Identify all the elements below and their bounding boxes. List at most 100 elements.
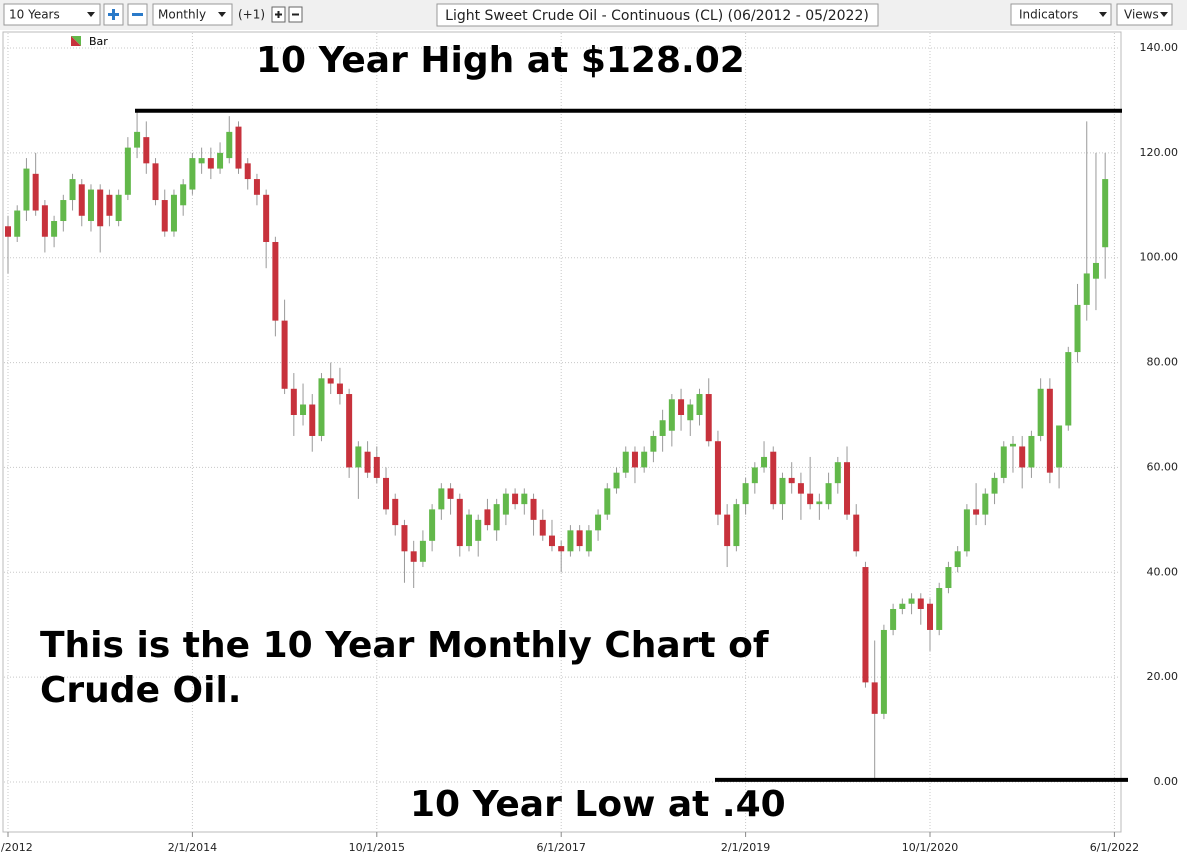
candle-body xyxy=(871,682,878,714)
candle-body xyxy=(364,451,371,473)
interval-select[interactable] xyxy=(152,3,233,26)
candle-body xyxy=(788,477,795,484)
candle-body xyxy=(834,462,841,484)
candle-body xyxy=(475,519,482,541)
x-tick-label: 2/1/2019 xyxy=(721,841,770,854)
candle-body xyxy=(170,194,177,232)
candle-body xyxy=(235,126,242,169)
candle-body xyxy=(585,530,592,552)
interval-label: Monthly xyxy=(158,8,206,22)
candle-body xyxy=(696,394,703,415)
candle-body xyxy=(714,441,721,515)
candle-body xyxy=(622,451,629,473)
candle-body xyxy=(927,603,933,630)
candle-body xyxy=(336,383,343,395)
candle-body xyxy=(78,184,85,216)
candle-body xyxy=(1092,262,1099,279)
candle-body xyxy=(493,504,500,531)
candle-body xyxy=(576,530,583,547)
x-tick-label: 6/1/2017 xyxy=(536,841,585,854)
candle-body xyxy=(87,189,94,222)
annotation-text: 10 Year Low at .40 xyxy=(410,784,786,825)
candle-body xyxy=(1019,446,1026,468)
candle-body xyxy=(521,493,528,505)
candle-body xyxy=(198,158,205,164)
range-select[interactable] xyxy=(3,3,101,26)
candle-body xyxy=(327,378,334,384)
range-label: 10 Years xyxy=(9,8,60,22)
views-label: Views xyxy=(1124,8,1159,22)
candle-body xyxy=(853,514,860,552)
candle-body xyxy=(447,488,454,499)
dropdown-arrow xyxy=(87,12,95,17)
candle-body xyxy=(300,404,307,415)
candle-body xyxy=(963,509,970,552)
y-tick-label: 60.00 xyxy=(1147,460,1179,473)
candle-body xyxy=(761,456,768,468)
candle-body xyxy=(226,131,233,159)
candle-body xyxy=(5,226,11,237)
candle-body xyxy=(945,567,952,589)
candle-body xyxy=(659,420,666,436)
indicators-select[interactable] xyxy=(1010,3,1112,26)
candle-body xyxy=(23,168,30,211)
plot-frame xyxy=(2,31,1122,833)
y-tick-label: 20.00 xyxy=(1147,670,1179,683)
candle-body xyxy=(751,467,758,484)
x-tick-label: 10/1/2015 xyxy=(349,841,405,854)
candle-body xyxy=(1102,179,1109,248)
y-tick-label: 0.00 xyxy=(1154,775,1179,788)
candle-body xyxy=(69,179,76,201)
candle-body xyxy=(880,629,887,714)
x-tick-label: 10/1/2020 xyxy=(902,841,958,854)
candle-body xyxy=(115,194,122,222)
candle-body xyxy=(429,509,436,541)
candle-body xyxy=(512,493,519,505)
candle-body xyxy=(862,567,869,683)
candle-body xyxy=(539,519,546,536)
indicators-label: Indicators xyxy=(1019,8,1078,22)
candle-body xyxy=(687,404,694,421)
candle-body xyxy=(383,477,390,510)
plus-icon xyxy=(275,11,282,18)
y-tick-label: 120.00 xyxy=(1140,146,1179,159)
dropdown-arrow xyxy=(218,12,226,17)
symbol-box[interactable] xyxy=(436,3,879,27)
candle-body xyxy=(438,488,445,510)
candle-body xyxy=(899,603,906,609)
candle-body xyxy=(991,477,998,494)
candle-body xyxy=(309,404,316,436)
candle-body xyxy=(595,514,602,531)
legend-label: Bar xyxy=(89,35,108,48)
candle-body xyxy=(567,530,574,552)
candle-body xyxy=(1065,352,1072,426)
plot: 0.00 20.00 40.00 60.00 80.00 100.00 120.00 140.… xyxy=(0,33,1178,854)
annotation-text: 10 Year High at $128.02 xyxy=(256,40,745,81)
candle-body xyxy=(134,131,141,148)
dropdown-arrow xyxy=(1160,12,1168,17)
candle-body xyxy=(724,514,731,547)
candle-body xyxy=(281,320,288,389)
candle-body xyxy=(1083,273,1090,305)
candle-body xyxy=(890,608,897,630)
candle-body xyxy=(502,493,509,515)
dropdown-arrow xyxy=(1099,12,1107,17)
candle-body xyxy=(816,501,823,505)
candle-body xyxy=(263,194,270,242)
candle-body xyxy=(1000,446,1007,478)
candle-body xyxy=(558,546,565,552)
candle-body xyxy=(180,184,187,206)
views-select[interactable] xyxy=(1116,3,1173,26)
candle-body xyxy=(1056,425,1063,468)
candle-body xyxy=(825,483,832,505)
candle-body xyxy=(41,205,48,237)
candle-body xyxy=(401,525,408,552)
candle-body xyxy=(954,551,961,568)
candle-body xyxy=(705,394,712,442)
candle-body xyxy=(14,210,21,237)
candle-body xyxy=(742,483,749,505)
candle-body xyxy=(604,488,611,515)
candle-body xyxy=(973,509,980,515)
